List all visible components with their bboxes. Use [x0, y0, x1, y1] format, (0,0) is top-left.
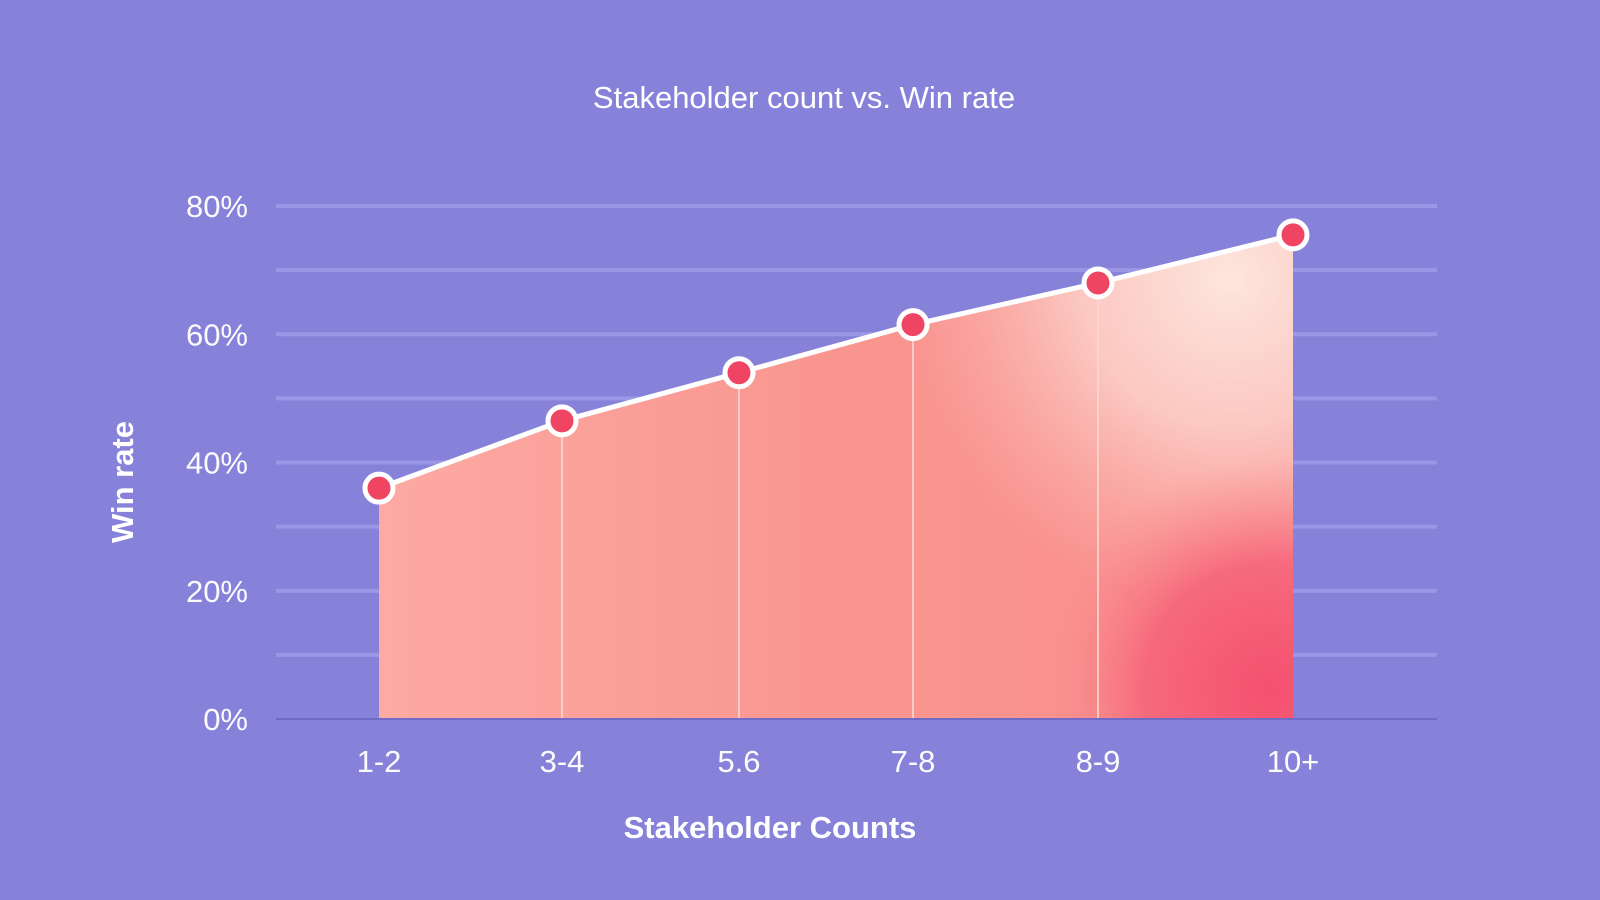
x-tick-label: 7-8: [891, 744, 936, 779]
data-point: [362, 471, 396, 505]
y-tick-label: 20%: [186, 574, 248, 609]
x-axis-title: Stakeholder Counts: [624, 810, 917, 845]
x-tick-label: 1-2: [357, 744, 402, 779]
x-tick-label: 10+: [1267, 744, 1320, 779]
x-axis-ticks: 1-2 3-4 5.6 7-8 8-9 10+: [357, 744, 1320, 779]
y-tick-label: 60%: [186, 317, 248, 352]
drop-lines: [561, 282, 1099, 719]
y-tick-label: 40%: [186, 446, 248, 481]
chart-title: Stakeholder count vs. Win rate: [593, 80, 1015, 115]
y-axis-title: Win rate: [105, 421, 140, 543]
series-line: [376, 232, 1296, 491]
y-tick-label: 0%: [203, 702, 248, 737]
y-tick-label: 80%: [186, 189, 248, 224]
win-rate-line: [376, 232, 1296, 491]
x-tick-label: 5.6: [717, 744, 760, 779]
x-tick-label: 8-9: [1076, 744, 1121, 779]
x-tick-label: 3-4: [540, 744, 585, 779]
data-point: [1081, 266, 1115, 300]
data-point: [545, 404, 579, 438]
data-point: [722, 356, 756, 390]
data-point: [896, 308, 930, 342]
data-points: [362, 218, 1310, 505]
y-axis-ticks: 0% 20% 40% 60% 80%: [186, 189, 248, 737]
data-point: [1276, 218, 1310, 252]
